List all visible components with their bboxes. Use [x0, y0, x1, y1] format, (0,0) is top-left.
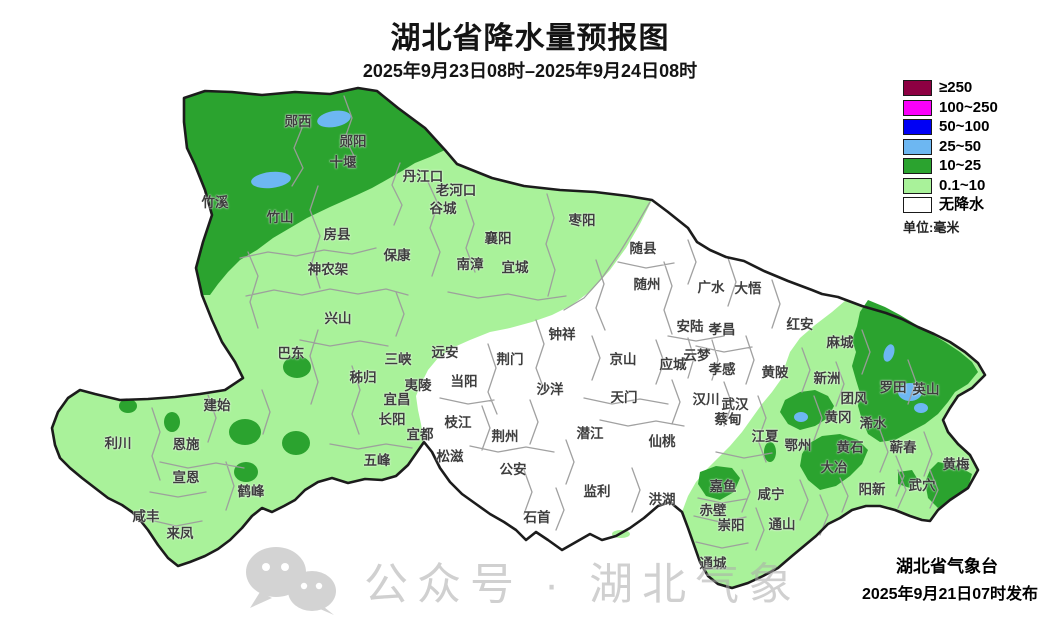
- rain-patch-northeast: [852, 300, 978, 442]
- rain-patch-jiangxia: [764, 442, 776, 462]
- rain-patch-hefeng-north: [282, 431, 310, 455]
- agency-name: 湖北省气象台: [896, 557, 998, 576]
- legend-swatch: [903, 119, 932, 135]
- rain-patch-jianshi: [229, 419, 261, 445]
- legend-rows: ≥250 100~250 50~100 25~50 10~25 0.1~10 无降水: [903, 80, 998, 213]
- county-borders: [149, 95, 939, 551]
- legend-swatch: [903, 138, 932, 155]
- legend-row: 10~25: [903, 158, 998, 174]
- legend-row: 50~100: [903, 119, 998, 135]
- rain-patch-xuanen: [234, 462, 258, 482]
- legend-row: 无降水: [903, 197, 998, 213]
- lake-xishui: [914, 403, 928, 413]
- rain-patch-enshi: [164, 412, 180, 432]
- rain-patch-badong: [283, 356, 311, 378]
- legend-row: 25~50: [903, 137, 998, 155]
- legend-unit: 单位:毫米: [903, 220, 960, 235]
- lake-yunxi: [317, 110, 351, 128]
- lake-yingshan: [898, 383, 922, 401]
- page-title: 湖北省降水量预报图: [390, 22, 670, 55]
- forecast-period: 2025年9月23日08时–2025年9月24日08时: [362, 61, 698, 81]
- issue-time: 2025年9月21日07时发布: [861, 586, 1039, 603]
- lake-zhushan: [251, 171, 291, 189]
- legend-item-label: 10~25: [939, 157, 982, 174]
- legend-swatch: [903, 177, 932, 194]
- rain-patch-huanggang: [780, 390, 834, 430]
- rain-patch-jiayu: [698, 466, 740, 500]
- legend-swatch: [903, 80, 932, 96]
- legend-swatch: [903, 197, 932, 213]
- legend-row: 0.1~10: [903, 176, 998, 194]
- lake-luotian-north: [883, 344, 895, 362]
- legend-item-label: ≥250: [939, 79, 973, 96]
- rain-patch-lichuan: [119, 399, 137, 413]
- legend-item-label: 无降水: [939, 196, 985, 213]
- legend-swatch: [903, 158, 932, 174]
- legend-item-label: 25~50: [939, 137, 982, 155]
- legend-row: ≥250: [903, 80, 998, 96]
- legend-swatch: [903, 99, 932, 116]
- lake-ezhou: [794, 412, 808, 422]
- legend-item-label: 0.1~10: [939, 176, 986, 194]
- region-northwest-heavy-rain: [184, 88, 445, 295]
- rain-patch-huangshi-daye: [800, 434, 868, 490]
- rain-patch-huangmei: [925, 462, 972, 508]
- legend-item-label: 100~250: [939, 98, 998, 116]
- legend-item-label: 50~100: [939, 118, 990, 135]
- legend-row: 100~250: [903, 98, 998, 116]
- region-west-light-rain: [52, 88, 652, 566]
- province-outline: [50, 86, 987, 590]
- legend: ≥250 100~250 50~100 25~50 10~25 0.1~10 无降水 单位:…: [903, 80, 998, 236]
